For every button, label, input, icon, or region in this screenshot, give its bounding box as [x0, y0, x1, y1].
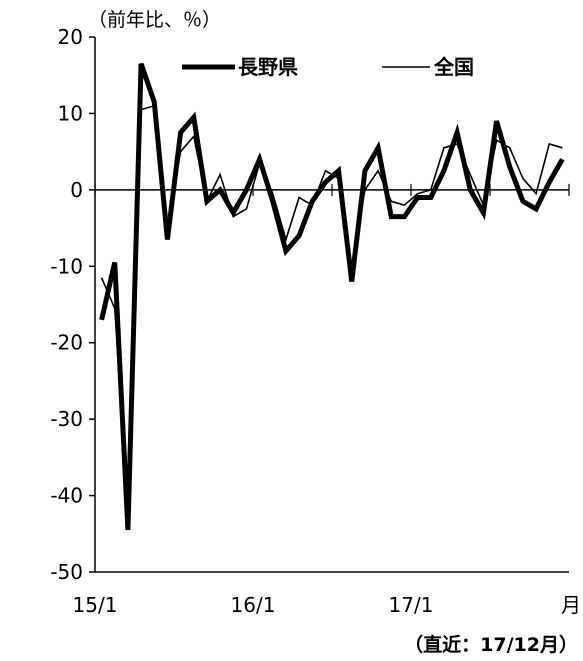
y-tick-label: -50 [50, 560, 83, 584]
x-tick-label: 17/1 [389, 593, 434, 617]
series-line-national [100, 104, 563, 515]
legend-label-national: 全国 [433, 55, 474, 79]
x-axis-tick-labels: 15/1 16/1 17/1 [73, 593, 434, 617]
y-tick-label: -20 [50, 331, 83, 355]
legend-label-nagano: 長野県 [238, 55, 298, 79]
y-tick-label: 10 [58, 101, 83, 125]
y-tick-label: 0 [70, 178, 83, 202]
unit-label: （前年比、％） [88, 9, 221, 31]
y-tick-label: -40 [50, 484, 83, 508]
y-tick-label: 20 [58, 25, 83, 49]
y-axis-tick-labels: 20 10 0 -10 -20 -30 -40 -50 [50, 25, 83, 584]
axes [89, 36, 570, 573]
x-tick-label: 16/1 [231, 593, 276, 617]
series-layer [99, 62, 565, 531]
y-tick-label: -10 [50, 254, 83, 278]
legend: 長野県 全国 [182, 55, 474, 79]
y-tick-label: -30 [50, 407, 83, 431]
x-axis-unit-label: 月 [561, 593, 581, 617]
x-tick-label: 15/1 [73, 593, 118, 617]
series-line-nagano [99, 62, 565, 531]
latest-data-note: （直近：17/12月） [404, 633, 578, 656]
